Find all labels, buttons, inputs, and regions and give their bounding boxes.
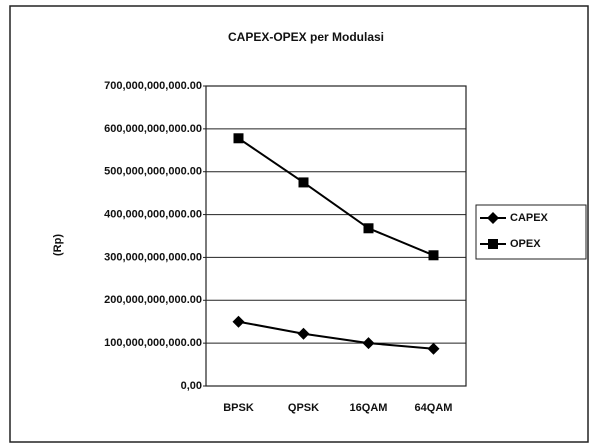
- x-tick-label: BPSK: [223, 402, 254, 414]
- y-tick-label: 0,00: [181, 380, 202, 392]
- y-tick-label: 300,000,000,000.00: [104, 251, 202, 263]
- chart-title: CAPEX-OPEX per Modulasi: [228, 30, 384, 44]
- data-point: [362, 337, 375, 350]
- data-point: [298, 177, 309, 188]
- legend-label: CAPEX: [510, 212, 549, 224]
- data-point: [233, 133, 244, 144]
- y-tick-label: 700,000,000,000.00: [104, 80, 202, 92]
- y-tick-label: 100,000,000,000.00: [104, 337, 202, 349]
- legend-label: OPEX: [510, 238, 541, 250]
- legend-marker: [487, 212, 499, 224]
- series-line: [237, 137, 434, 257]
- legend-marker: [488, 239, 498, 249]
- x-tick-label: 64QAM: [415, 402, 453, 414]
- data-point: [427, 342, 440, 355]
- y-tick-label: 500,000,000,000.00: [104, 166, 202, 178]
- x-tick-label: 16QAM: [350, 402, 388, 414]
- series-line: [238, 320, 434, 350]
- data-point: [363, 223, 374, 234]
- data-point: [297, 327, 310, 340]
- data-point: [428, 250, 439, 261]
- x-tick-label: QPSK: [288, 402, 319, 414]
- data-point: [232, 315, 245, 328]
- y-tick-label: 600,000,000,000.00: [104, 123, 202, 135]
- y-tick-label: 200,000,000,000.00: [104, 294, 202, 306]
- y-axis-label: (Rp): [52, 234, 64, 256]
- y-tick-label: 400,000,000,000.00: [104, 208, 202, 220]
